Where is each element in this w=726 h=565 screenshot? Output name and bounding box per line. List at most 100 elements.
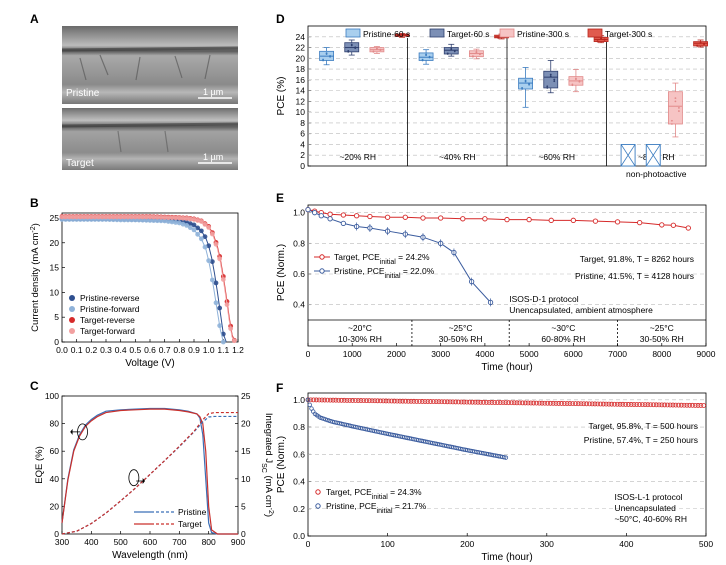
target-point: [678, 402, 684, 408]
target-point: [606, 401, 612, 407]
target-point: [361, 398, 367, 404]
legend-label: Target: [178, 519, 202, 529]
stability-point: [367, 213, 373, 220]
target-point: [511, 400, 517, 406]
target-point: [612, 401, 617, 407]
target-point: [428, 399, 433, 404]
x-tick-label: 200: [460, 539, 474, 549]
box-point: [549, 73, 552, 76]
target-point: [495, 400, 500, 405]
y-axis-label: PCE (%): [276, 77, 287, 116]
jv-point: [184, 216, 190, 221]
jv-point: [202, 234, 208, 240]
jv-chart: 0.0 0.1 0.2 0.3 0.4 0.5 0.6 0.7 0.8 0.9 1.0 1.1 1.2 0…: [30, 212, 244, 369]
y-tick-label: 20: [50, 501, 60, 511]
jv-point: [74, 214, 80, 220]
eqe-line-0: [61, 407, 238, 535]
box-point: [450, 47, 453, 50]
target-point: [570, 401, 576, 407]
target-point: [419, 399, 425, 404]
box-point: [696, 44, 698, 47]
group-label: ~40% RH: [439, 152, 476, 162]
x-tick-label: 0.5: [129, 345, 141, 355]
stability-point: [482, 216, 488, 222]
y-tick-label: 60: [50, 446, 60, 456]
target-point: [651, 402, 656, 408]
target-point: [467, 399, 472, 405]
target-point: [690, 402, 695, 408]
panel-label-f: F: [276, 381, 283, 395]
target-point: [425, 399, 431, 404]
protocol-label: ISOS-D-1 protocol: [509, 294, 579, 304]
x-tick-label: 8000: [652, 349, 671, 359]
x-tick-label: 300: [55, 537, 69, 547]
stability-point: [318, 213, 324, 219]
jv-point: [173, 215, 179, 221]
protocol-condition: ~50°C, 40-60% RH: [614, 514, 687, 524]
x-tick-label: 4000: [475, 349, 494, 359]
jv-point: [132, 214, 138, 220]
eqe-line-3: [61, 411, 238, 535]
legend-marker: [69, 295, 75, 301]
target-point: [325, 397, 330, 403]
target-point: [620, 401, 626, 407]
jv-point: [187, 225, 193, 231]
jv-point: [151, 218, 157, 223]
legend-swatch: [345, 28, 361, 38]
target-point: [489, 400, 495, 405]
target-point: [358, 398, 364, 403]
jv-point: [224, 302, 230, 307]
target-point: [625, 402, 631, 407]
box-point: [528, 82, 530, 85]
legend-marker: [69, 328, 75, 334]
jv-point: [191, 227, 197, 233]
sem-label-target: Target: [66, 158, 94, 169]
x-tick-label: 900: [231, 537, 245, 547]
target-point: [528, 400, 534, 406]
box-point: [549, 75, 552, 78]
stability-point: [327, 216, 333, 222]
jv-point: [85, 214, 91, 220]
panel-label-d: D: [276, 12, 285, 26]
scale-bar-label-1: 1 µm: [203, 87, 223, 97]
jv-point: [147, 218, 153, 223]
jv-point: [169, 219, 175, 225]
jv-point: [165, 215, 171, 220]
annotation-pristine: Pristine, 57.4%, T = 250 hours: [584, 435, 698, 445]
target-point: [550, 400, 556, 406]
target-point: [433, 399, 439, 405]
box-point: [524, 79, 527, 82]
x-tick-label: 300: [540, 539, 554, 549]
target-point: [313, 397, 319, 403]
box-point: [678, 106, 680, 109]
y-tick-label: 80: [50, 419, 60, 429]
target-point: [673, 402, 679, 408]
target-point: [500, 400, 506, 406]
target-point: [664, 402, 670, 408]
jv-point: [173, 220, 179, 225]
target-point: [355, 398, 361, 403]
x-tick-label: 0.7: [159, 345, 171, 355]
eqe-line-1: [61, 408, 238, 535]
box-point: [603, 38, 606, 41]
x-axis-label: Voltage (V): [125, 358, 174, 369]
y-tick-label: 0.2: [293, 504, 305, 514]
target-point: [687, 402, 693, 408]
target-point: [573, 401, 578, 407]
y-tick-label: 1.0: [293, 395, 305, 405]
y-tick-label: 2: [300, 150, 305, 160]
x-tick-label: 7000: [608, 349, 627, 359]
target-point: [405, 398, 411, 404]
annotation-target: Target, 95.8%, T = 500 hours: [588, 421, 698, 431]
y-tick-label: 16: [296, 75, 306, 85]
stability-line-0: [307, 209, 689, 229]
legend-label: Pristine, PCEinitial = 22.0%: [334, 266, 435, 280]
y-tick-label: 0: [54, 337, 59, 347]
stability-point: [327, 211, 333, 217]
box-point: [546, 85, 549, 88]
x-axis-label: Time (hour): [481, 552, 532, 563]
jv-point: [209, 259, 215, 265]
target-point: [472, 399, 478, 405]
x-axis-label: Time (hour): [481, 362, 532, 373]
x-tick-label: 600: [143, 537, 157, 547]
